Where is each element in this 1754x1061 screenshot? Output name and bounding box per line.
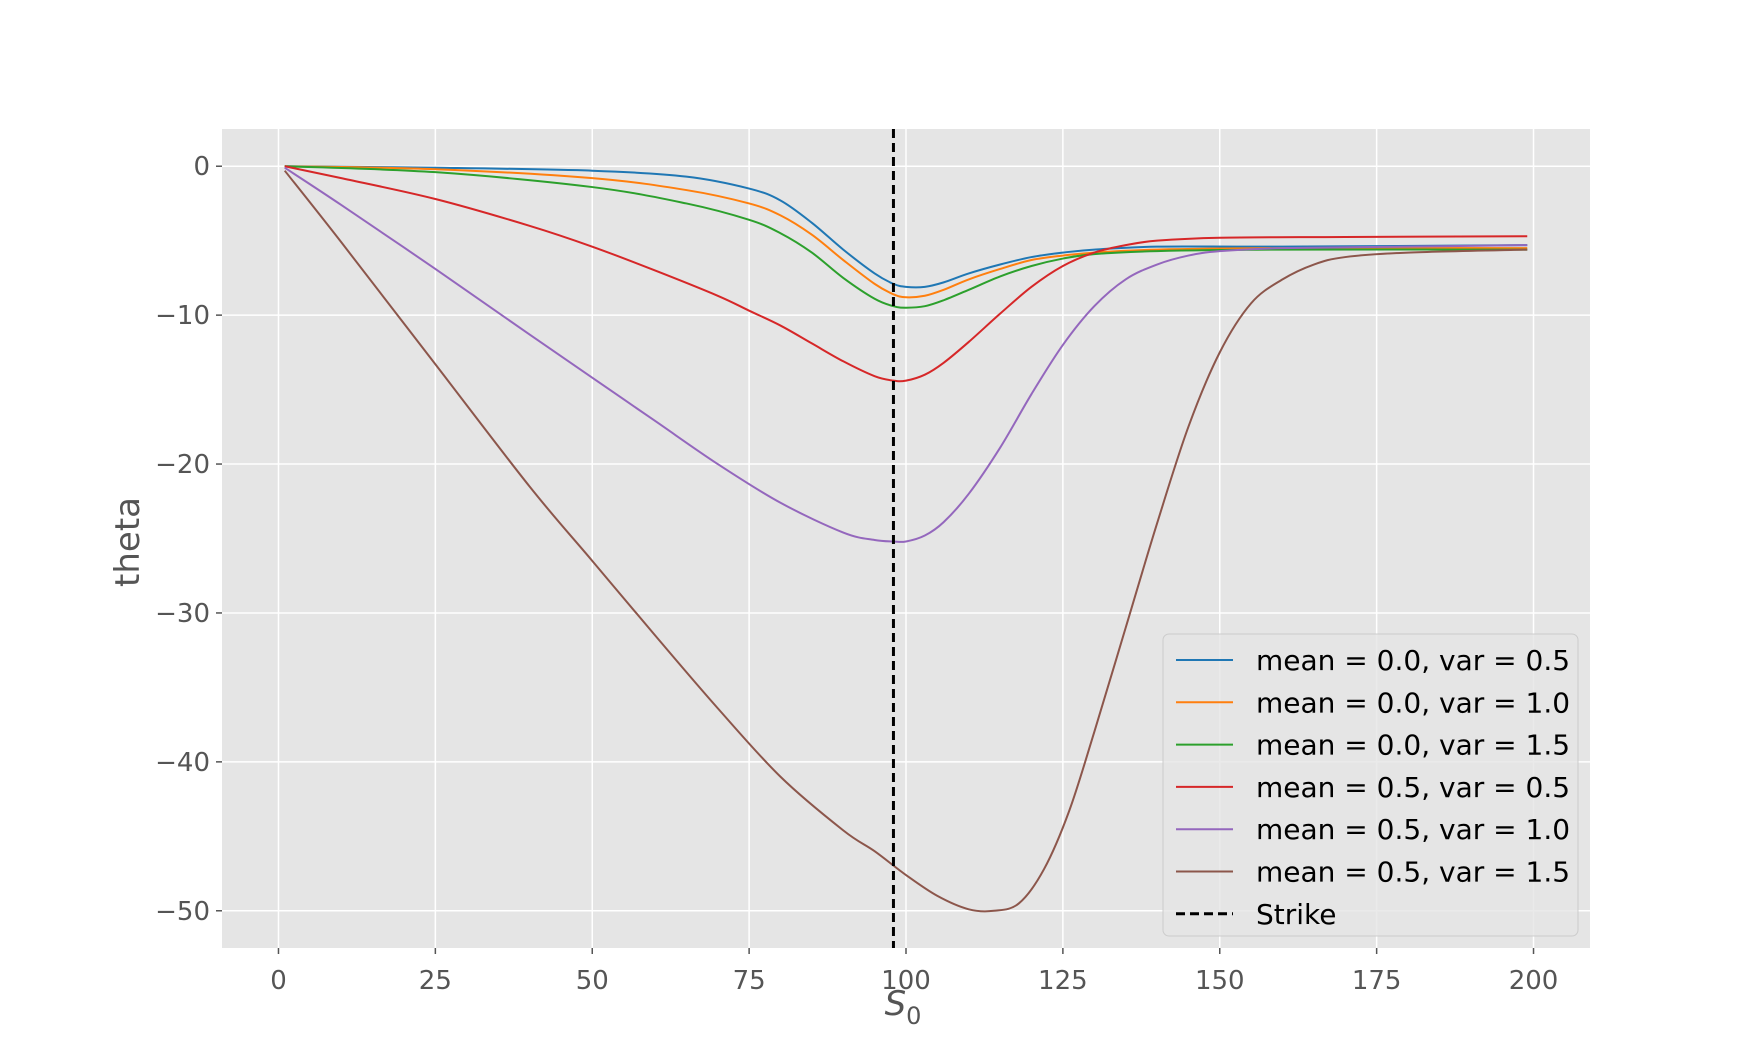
x-tick-label: 50 [576, 966, 609, 996]
series-line-4 [284, 165, 1528, 383]
legend-label: mean = 0.5, var = 1.5 [1256, 856, 1570, 889]
x-tick-label: 0 [270, 966, 287, 996]
x-tick-label: 25 [419, 966, 452, 996]
y-axis-ticks: 0 −10 −20 −30 −40 −50 [155, 152, 222, 927]
y-axis-label: theta [108, 497, 148, 587]
x-axis-ticks: 0 25 50 75 100 125 150 175 200 [270, 948, 1558, 996]
x-axis-label-main: S [885, 984, 907, 1024]
y-tick-label: −10 [155, 301, 210, 331]
y-tick-label: −40 [155, 748, 210, 778]
x-tick-label: 125 [1038, 966, 1088, 996]
legend: mean = 0.0, var = 0.5 mean = 0.0, var = 1… [1162, 633, 1579, 937]
x-tick-label: 75 [733, 966, 766, 996]
legend-box [1162, 633, 1579, 937]
x-tick-label: 200 [1509, 966, 1559, 996]
y-tick-label: −30 [155, 599, 210, 629]
y-tick-label: −50 [155, 897, 210, 927]
legend-items: mean = 0.0, var = 0.5 mean = 0.0, var = 1… [1176, 644, 1570, 931]
legend-label: Strike [1256, 898, 1337, 931]
series-lines [283, 165, 1528, 913]
series-line-5 [284, 166, 1528, 543]
x-axis-label: S0 [885, 984, 922, 1030]
legend-label: mean = 0.0, var = 0.5 [1256, 644, 1570, 677]
legend-label: mean = 0.5, var = 1.0 [1256, 813, 1570, 846]
series-line-1 [284, 165, 1528, 289]
y-tick-label: 0 [193, 152, 210, 182]
legend-label: mean = 0.0, var = 1.5 [1256, 729, 1570, 762]
x-tick-label: 100 [881, 966, 931, 996]
series-line-6 [283, 170, 1528, 913]
series-line-3 [284, 165, 1528, 309]
series-line-2 [284, 165, 1528, 299]
legend-label: mean = 0.5, var = 0.5 [1256, 771, 1570, 804]
x-tick-label: 175 [1352, 966, 1402, 996]
x-axis-label-subscript: 0 [906, 1002, 921, 1030]
x-tick-label: 150 [1195, 966, 1245, 996]
legend-label: mean = 0.0, var = 1.0 [1256, 686, 1570, 719]
y-tick-label: −20 [155, 450, 210, 480]
